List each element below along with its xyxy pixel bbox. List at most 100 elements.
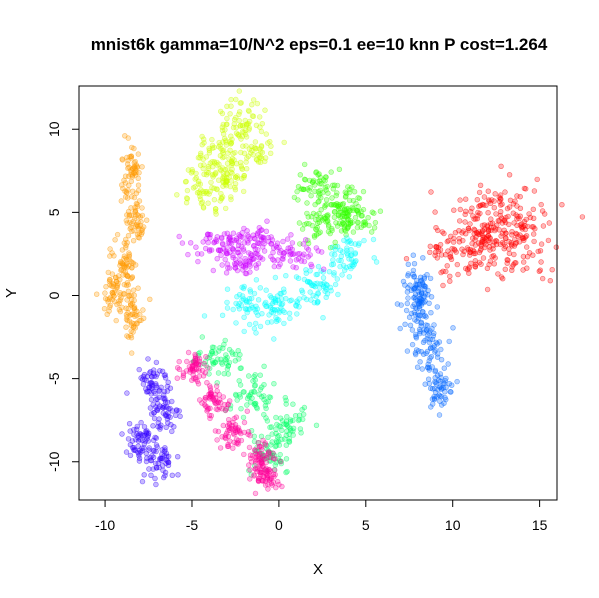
data-point xyxy=(241,172,248,179)
data-point xyxy=(136,225,142,232)
data-point xyxy=(251,383,258,389)
data-point xyxy=(313,226,319,232)
data-point xyxy=(123,189,130,195)
data-point xyxy=(428,404,434,410)
data-point xyxy=(276,300,283,306)
data-point xyxy=(228,158,235,164)
data-point xyxy=(317,187,323,194)
data-point xyxy=(161,372,168,379)
data-point xyxy=(165,399,171,405)
y-tick-label: -10 xyxy=(46,451,62,471)
data-point xyxy=(213,237,219,243)
data-point xyxy=(511,243,518,249)
data-point xyxy=(272,443,278,450)
data-point xyxy=(197,181,204,187)
data-point xyxy=(145,438,152,444)
data-point xyxy=(253,262,259,268)
data-point xyxy=(157,403,163,409)
data-point xyxy=(138,317,144,323)
data-point xyxy=(443,384,449,390)
data-point xyxy=(253,309,259,315)
data-point xyxy=(479,239,486,245)
data-point xyxy=(301,411,307,418)
data-point xyxy=(229,349,235,355)
data-point xyxy=(579,214,586,220)
data-point xyxy=(216,139,222,146)
data-point xyxy=(429,336,436,342)
data-point xyxy=(237,365,244,371)
data-point xyxy=(245,232,251,238)
data-point xyxy=(162,472,168,479)
data-point xyxy=(139,164,145,170)
data-point xyxy=(238,262,244,268)
data-point xyxy=(329,225,335,232)
x-tick-label: 15 xyxy=(532,517,548,533)
data-point xyxy=(297,426,304,432)
data-point xyxy=(251,235,257,242)
data-point xyxy=(344,239,350,245)
data-point xyxy=(440,268,446,274)
data-point xyxy=(493,211,499,217)
data-point xyxy=(206,147,213,154)
data-point xyxy=(506,204,513,210)
data-point xyxy=(531,238,537,245)
data-point xyxy=(141,315,147,321)
data-point xyxy=(447,254,453,260)
data-point xyxy=(249,101,255,108)
data-point xyxy=(356,195,363,202)
data-point xyxy=(530,231,537,237)
data-point xyxy=(192,358,199,364)
data-point xyxy=(438,252,445,258)
data-point xyxy=(321,266,327,272)
data-point xyxy=(309,282,315,289)
data-point xyxy=(365,215,371,221)
data-point xyxy=(443,268,449,275)
data-point xyxy=(294,298,300,304)
data-point xyxy=(263,455,270,461)
data-point xyxy=(272,274,279,281)
data-point xyxy=(205,165,212,172)
data-point xyxy=(284,428,290,434)
data-point xyxy=(185,251,191,258)
data-point xyxy=(524,254,531,260)
data-point xyxy=(184,187,191,194)
data-point xyxy=(144,373,151,380)
data-point xyxy=(255,312,261,318)
data-point xyxy=(488,224,494,231)
data-point xyxy=(467,221,473,227)
data-point xyxy=(220,241,226,248)
data-point xyxy=(162,445,168,451)
data-point xyxy=(411,273,417,279)
data-point xyxy=(251,290,258,297)
data-point xyxy=(321,214,327,220)
data-point xyxy=(301,258,308,265)
data-point xyxy=(265,319,271,326)
data-point xyxy=(152,475,158,482)
data-point xyxy=(488,216,494,222)
data-point xyxy=(464,267,471,273)
data-point xyxy=(454,261,460,268)
data-point xyxy=(257,159,264,166)
data-point xyxy=(211,197,218,203)
data-point xyxy=(109,271,116,277)
data-point xyxy=(247,476,253,482)
data-point xyxy=(441,230,447,237)
data-point xyxy=(248,252,255,259)
data-point xyxy=(351,189,358,195)
data-point xyxy=(236,292,243,298)
data-point xyxy=(244,155,250,161)
data-point xyxy=(139,478,146,485)
data-point xyxy=(255,440,261,446)
data-point xyxy=(229,245,236,252)
data-point xyxy=(457,206,463,213)
data-point xyxy=(246,108,252,115)
data-point xyxy=(262,155,269,161)
data-point xyxy=(227,265,233,271)
data-point xyxy=(190,185,197,191)
data-point xyxy=(313,232,320,238)
data-point xyxy=(499,201,505,207)
data-point xyxy=(487,258,494,264)
data-point xyxy=(240,246,247,252)
data-point xyxy=(244,402,250,408)
data-point xyxy=(252,447,258,453)
